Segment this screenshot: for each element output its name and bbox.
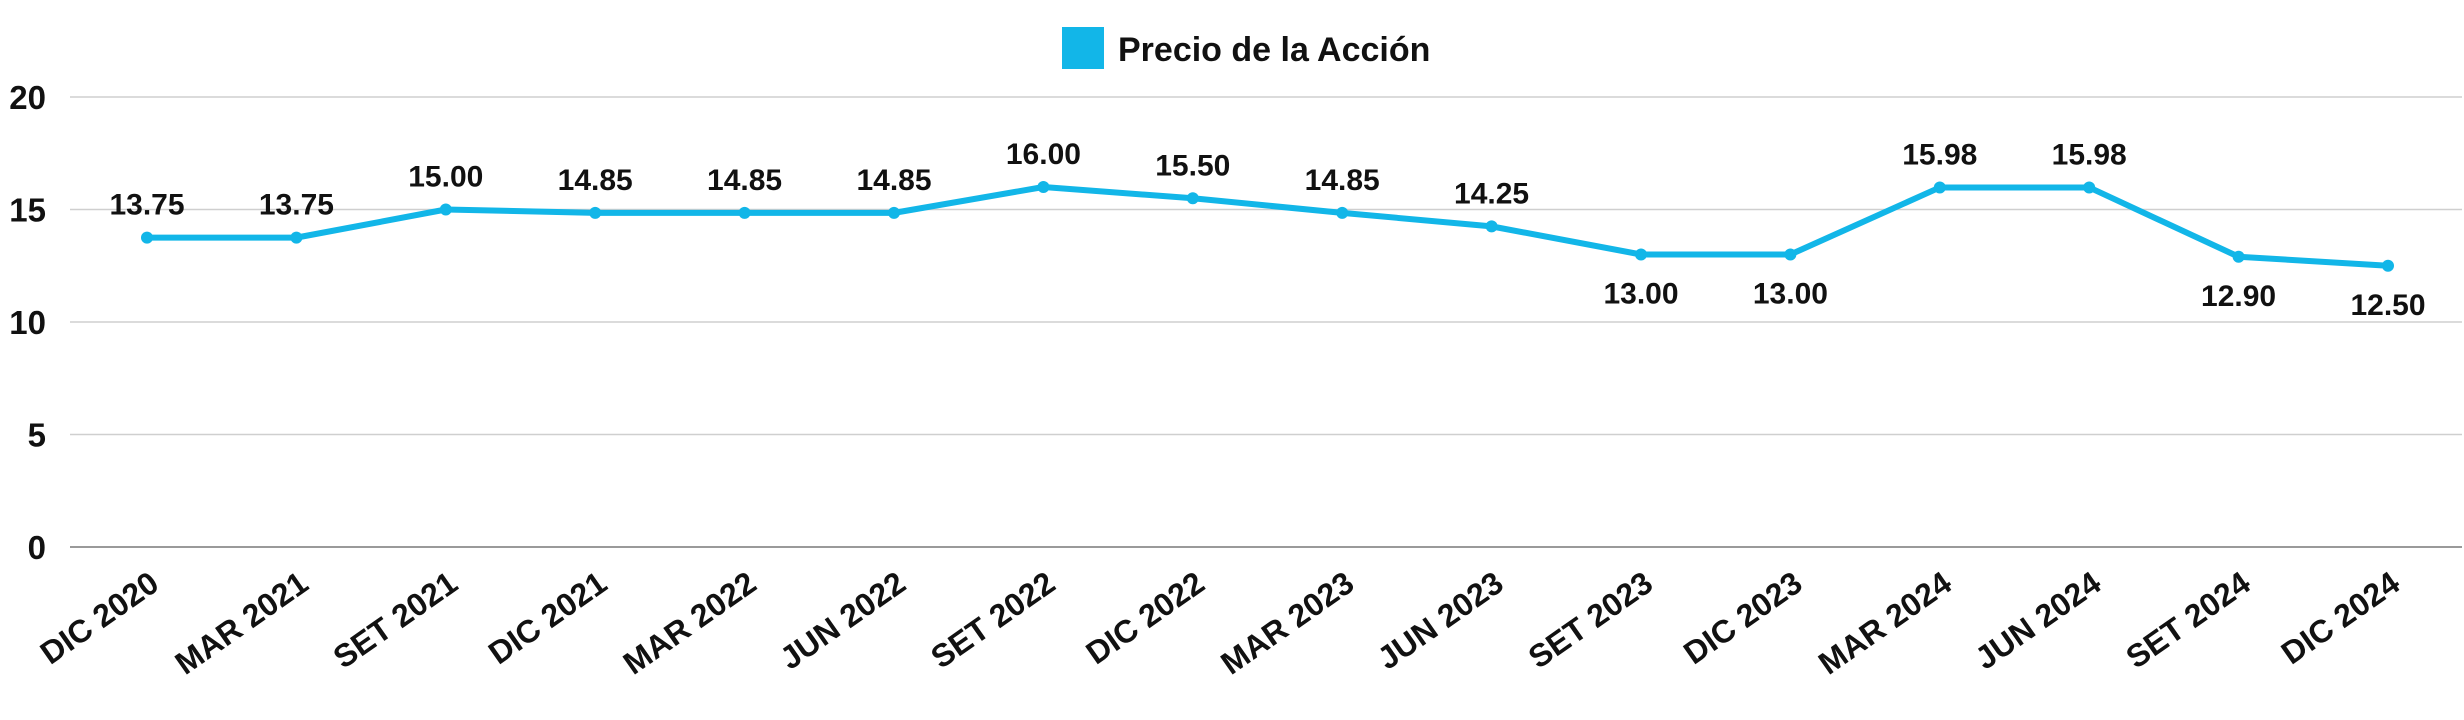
- x-tick-label: DIC 2022: [1079, 564, 1210, 671]
- x-tick-label: DIC 2024: [2275, 564, 2407, 671]
- data-label: 12.90: [2201, 280, 2276, 313]
- x-tick-label: MAR 2022: [617, 564, 763, 681]
- data-point: [1336, 206, 1349, 219]
- data-label: 15.00: [408, 161, 483, 194]
- data-point: [2083, 181, 2096, 194]
- x-tick-label: JUN 2024: [1969, 564, 2108, 676]
- y-tick-label: 15: [9, 192, 46, 229]
- data-label: 14.85: [1305, 164, 1380, 197]
- data-label: 12.50: [2350, 289, 2425, 322]
- x-tick-label: DIC 2020: [34, 564, 165, 671]
- data-point: [1784, 248, 1797, 261]
- data-point: [141, 231, 153, 244]
- x-tick-label: SET 2024: [2119, 564, 2256, 675]
- data-label: 16.00: [1006, 138, 1081, 171]
- data-point: [1933, 181, 1946, 194]
- x-tick-label: DIC 2021: [482, 564, 613, 671]
- x-tick-label: MAR 2021: [168, 564, 314, 681]
- x-tick-label: MAR 2023: [1214, 564, 1360, 681]
- legend-swatch: [1062, 27, 1104, 69]
- series-line: [144, 184, 2391, 269]
- x-tick-label: SET 2022: [924, 564, 1061, 675]
- data-point: [2382, 259, 2394, 272]
- data-label: 15.50: [1155, 149, 1230, 182]
- data-label: 14.85: [856, 164, 931, 197]
- series-precio-de-la-accion: [141, 181, 2394, 272]
- x-tick-label: MAR 2024: [1812, 564, 1958, 681]
- data-point: [2232, 250, 2245, 263]
- chart-legend: Precio de la Acción: [1062, 27, 1430, 69]
- y-tick-label: 20: [9, 79, 46, 116]
- y-tick-label: 10: [9, 304, 46, 341]
- x-tick-label: JUN 2022: [773, 564, 912, 676]
- data-label: 14.25: [1454, 177, 1529, 210]
- data-point: [589, 206, 602, 219]
- x-tick-label: SET 2023: [1522, 564, 1659, 675]
- data-point: [738, 206, 751, 219]
- data-label: 15.98: [1902, 138, 1977, 171]
- x-tick-label: DIC 2023: [1677, 564, 1808, 671]
- data-label: 13.75: [259, 189, 334, 222]
- data-point: [1037, 181, 1050, 193]
- legend-label: Precio de la Acción: [1118, 31, 1430, 69]
- data-labels: 13.75 13.75 15.00 14.85 14.85 14.85 16.00 15.50…: [109, 138, 2425, 322]
- y-tick-label: 0: [28, 529, 46, 566]
- data-label: 13.75: [109, 189, 184, 222]
- data-label: 15.98: [2052, 138, 2127, 171]
- data-point: [1635, 248, 1647, 261]
- data-label: 14.85: [558, 164, 633, 197]
- data-label: 14.85: [707, 164, 782, 197]
- y-tick-label: 5: [28, 417, 46, 454]
- data-point: [888, 206, 900, 219]
- data-point: [439, 203, 452, 216]
- data-point: [1485, 220, 1498, 233]
- data-point: [290, 231, 303, 244]
- data-point: [1186, 192, 1199, 205]
- data-label: 13.00: [1603, 278, 1678, 311]
- data-label: 13.00: [1753, 278, 1828, 311]
- x-tick-label: JUN 2023: [1371, 564, 1510, 676]
- x-tick-label: SET 2021: [327, 564, 464, 675]
- x-axis: DIC 2020 MAR 2021 SET 2021 DIC 2021 MAR 2022…: [34, 564, 2407, 681]
- y-axis: 0 5 10 15 20: [9, 79, 46, 566]
